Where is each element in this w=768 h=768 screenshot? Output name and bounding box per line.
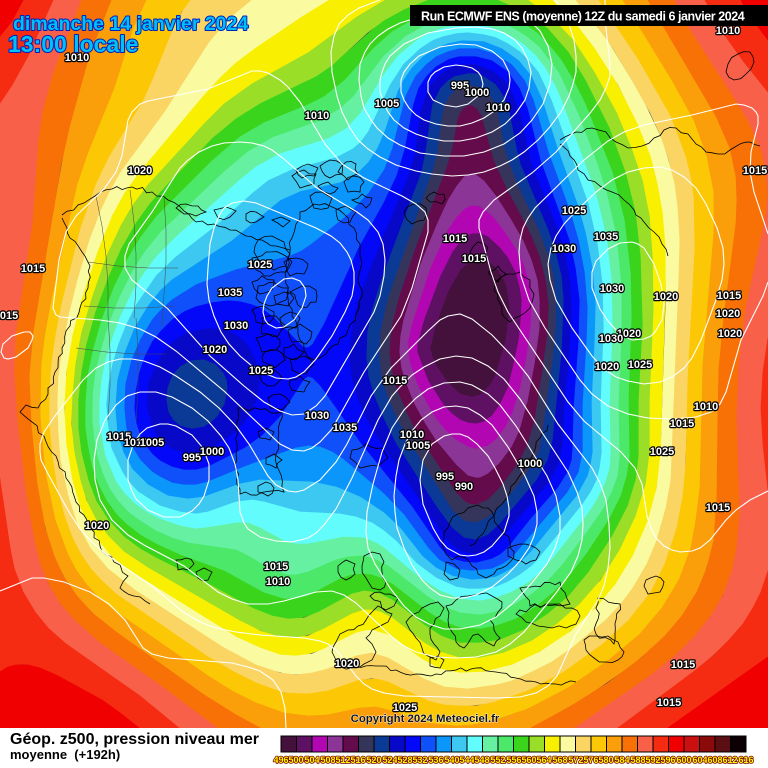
svg-text:1025: 1025 <box>393 702 417 714</box>
svg-text:13:00 locale: 13:00 locale <box>8 31 138 57</box>
svg-text:1015: 1015 <box>443 233 467 245</box>
svg-text:556: 556 <box>506 755 521 765</box>
svg-text:1020: 1020 <box>595 361 619 373</box>
svg-text:1020: 1020 <box>335 658 359 670</box>
svg-text:600: 600 <box>676 755 691 765</box>
svg-text:1015: 1015 <box>743 165 767 177</box>
svg-text:496: 496 <box>273 755 288 765</box>
svg-text:990: 990 <box>455 481 473 493</box>
svg-text:568: 568 <box>552 755 567 765</box>
svg-text:1015: 1015 <box>671 659 695 671</box>
svg-text:1000: 1000 <box>518 458 542 470</box>
svg-text:524: 524 <box>382 755 397 765</box>
svg-text:1035: 1035 <box>333 422 357 434</box>
svg-text:1000: 1000 <box>465 87 489 99</box>
svg-text:520: 520 <box>366 755 381 765</box>
svg-text:1010: 1010 <box>65 52 89 64</box>
svg-text:1030: 1030 <box>305 410 329 422</box>
svg-text:1005: 1005 <box>375 98 399 110</box>
svg-text:1025: 1025 <box>249 365 273 377</box>
svg-text:1020: 1020 <box>716 308 740 320</box>
svg-text:1010: 1010 <box>266 576 290 588</box>
svg-text:995: 995 <box>183 452 201 464</box>
svg-text:512: 512 <box>335 755 350 765</box>
svg-text:1025: 1025 <box>650 446 674 458</box>
svg-text:1005: 1005 <box>140 437 164 449</box>
svg-text:580: 580 <box>598 755 613 765</box>
svg-text:moyenne (+192h): moyenne (+192h) <box>10 747 120 762</box>
svg-text:536: 536 <box>428 755 443 765</box>
svg-text:608: 608 <box>707 755 722 765</box>
svg-text:1015: 1015 <box>107 431 131 443</box>
svg-text:1030: 1030 <box>600 283 624 295</box>
svg-text:995: 995 <box>451 80 469 92</box>
svg-text:516: 516 <box>350 755 365 765</box>
svg-text:Copyright 2024 Meteociel.fr: Copyright 2024 Meteociel.fr <box>351 713 500 725</box>
svg-text:576: 576 <box>583 755 598 765</box>
svg-text:1035: 1035 <box>218 287 242 299</box>
svg-text:1015: 1015 <box>462 253 486 265</box>
svg-text:1015: 1015 <box>0 310 18 322</box>
svg-text:584: 584 <box>614 755 629 765</box>
svg-text:1010: 1010 <box>305 110 329 122</box>
svg-text:1015: 1015 <box>21 263 45 275</box>
svg-text:1020: 1020 <box>654 291 678 303</box>
svg-text:528: 528 <box>397 755 412 765</box>
svg-text:544: 544 <box>459 755 474 765</box>
svg-text:Géop. z500, pression niveau me: Géop. z500, pression niveau mer <box>10 731 259 748</box>
svg-text:Run ECMWF ENS (moyenne) 12Z du: Run ECMWF ENS (moyenne) 12Z du samedi 6 … <box>421 10 745 24</box>
svg-text:1005: 1005 <box>406 440 430 452</box>
svg-text:1015: 1015 <box>657 697 681 709</box>
svg-text:1030: 1030 <box>599 333 623 345</box>
svg-text:604: 604 <box>692 755 707 765</box>
svg-text:1010: 1010 <box>694 401 718 413</box>
svg-text:616: 616 <box>738 755 753 765</box>
svg-text:dimanche 14 janvier 2024: dimanche 14 janvier 2024 <box>13 13 248 35</box>
svg-text:1010: 1010 <box>486 102 510 114</box>
svg-text:1020: 1020 <box>617 328 641 340</box>
svg-text:1025: 1025 <box>628 359 652 371</box>
svg-text:1015: 1015 <box>383 375 407 387</box>
svg-text:1015: 1015 <box>717 290 741 302</box>
svg-text:500: 500 <box>288 755 303 765</box>
svg-text:1030: 1030 <box>224 320 248 332</box>
svg-text:532: 532 <box>412 755 427 765</box>
svg-text:592: 592 <box>645 755 660 765</box>
svg-text:1020: 1020 <box>85 520 109 532</box>
svg-text:552: 552 <box>490 755 505 765</box>
svg-text:588: 588 <box>630 755 645 765</box>
svg-text:540: 540 <box>444 755 459 765</box>
svg-text:612: 612 <box>722 755 737 765</box>
svg-text:1020: 1020 <box>128 165 152 177</box>
svg-text:1015: 1015 <box>670 418 694 430</box>
svg-text:995: 995 <box>436 471 454 483</box>
svg-text:572: 572 <box>568 755 583 765</box>
svg-text:1030: 1030 <box>552 243 576 255</box>
svg-text:504: 504 <box>304 755 319 765</box>
svg-text:1010: 1010 <box>716 25 740 37</box>
svg-text:1020: 1020 <box>203 344 227 356</box>
svg-text:1010: 1010 <box>124 437 148 449</box>
svg-text:1015: 1015 <box>264 561 288 573</box>
svg-text:1010: 1010 <box>400 429 424 441</box>
svg-text:1000: 1000 <box>200 446 224 458</box>
svg-text:564: 564 <box>536 755 551 765</box>
svg-text:596: 596 <box>660 755 675 765</box>
svg-text:1025: 1025 <box>248 259 272 271</box>
svg-text:1020: 1020 <box>718 328 742 340</box>
svg-text:1015: 1015 <box>706 502 730 514</box>
svg-text:548: 548 <box>474 755 489 765</box>
svg-text:1025: 1025 <box>562 205 586 217</box>
svg-text:560: 560 <box>521 755 536 765</box>
svg-text:508: 508 <box>320 755 335 765</box>
svg-text:1035: 1035 <box>594 231 618 243</box>
